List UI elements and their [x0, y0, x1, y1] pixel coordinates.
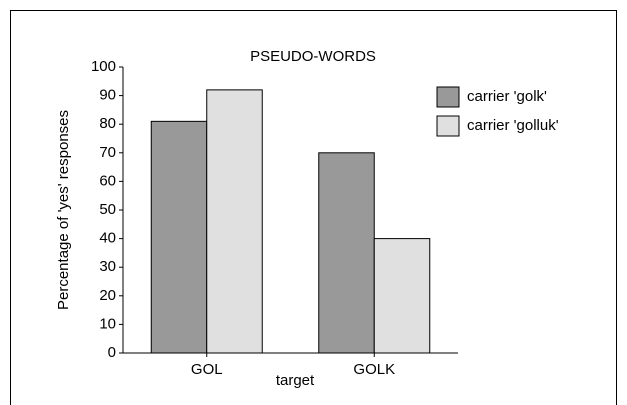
bar: [150, 120, 208, 354]
legend-label: carrier 'golk': [467, 88, 547, 105]
y-tick-label: 10: [99, 315, 116, 332]
y-tick-label: 90: [99, 87, 116, 104]
bar: [373, 238, 431, 354]
frame: [10, 10, 617, 405]
legend-swatch: [436, 86, 460, 108]
y-tick-label: 40: [99, 230, 116, 247]
y-axis-label: Percentage of 'yes' responses: [55, 110, 72, 310]
legend-label: carrier 'golluk': [467, 117, 559, 134]
y-tick-label: 50: [99, 201, 116, 218]
x-axis-label: target: [276, 372, 315, 389]
y-tick-label: 100: [91, 58, 116, 75]
y-tick-label: 0: [108, 344, 116, 361]
x-tick-label: GOLK: [353, 361, 395, 378]
y-tick-label: 30: [99, 258, 116, 275]
y-tick-label: 20: [99, 287, 116, 304]
y-tick-label: 60: [99, 172, 116, 189]
bar: [206, 89, 263, 354]
legend-swatch: [436, 115, 460, 137]
y-tick-label: 80: [99, 115, 116, 132]
x-tick-label: GOL: [191, 361, 223, 378]
chart-title: PSEUDO-WORDS: [250, 48, 376, 65]
bar: [318, 152, 375, 354]
y-tick-label: 70: [99, 144, 116, 161]
